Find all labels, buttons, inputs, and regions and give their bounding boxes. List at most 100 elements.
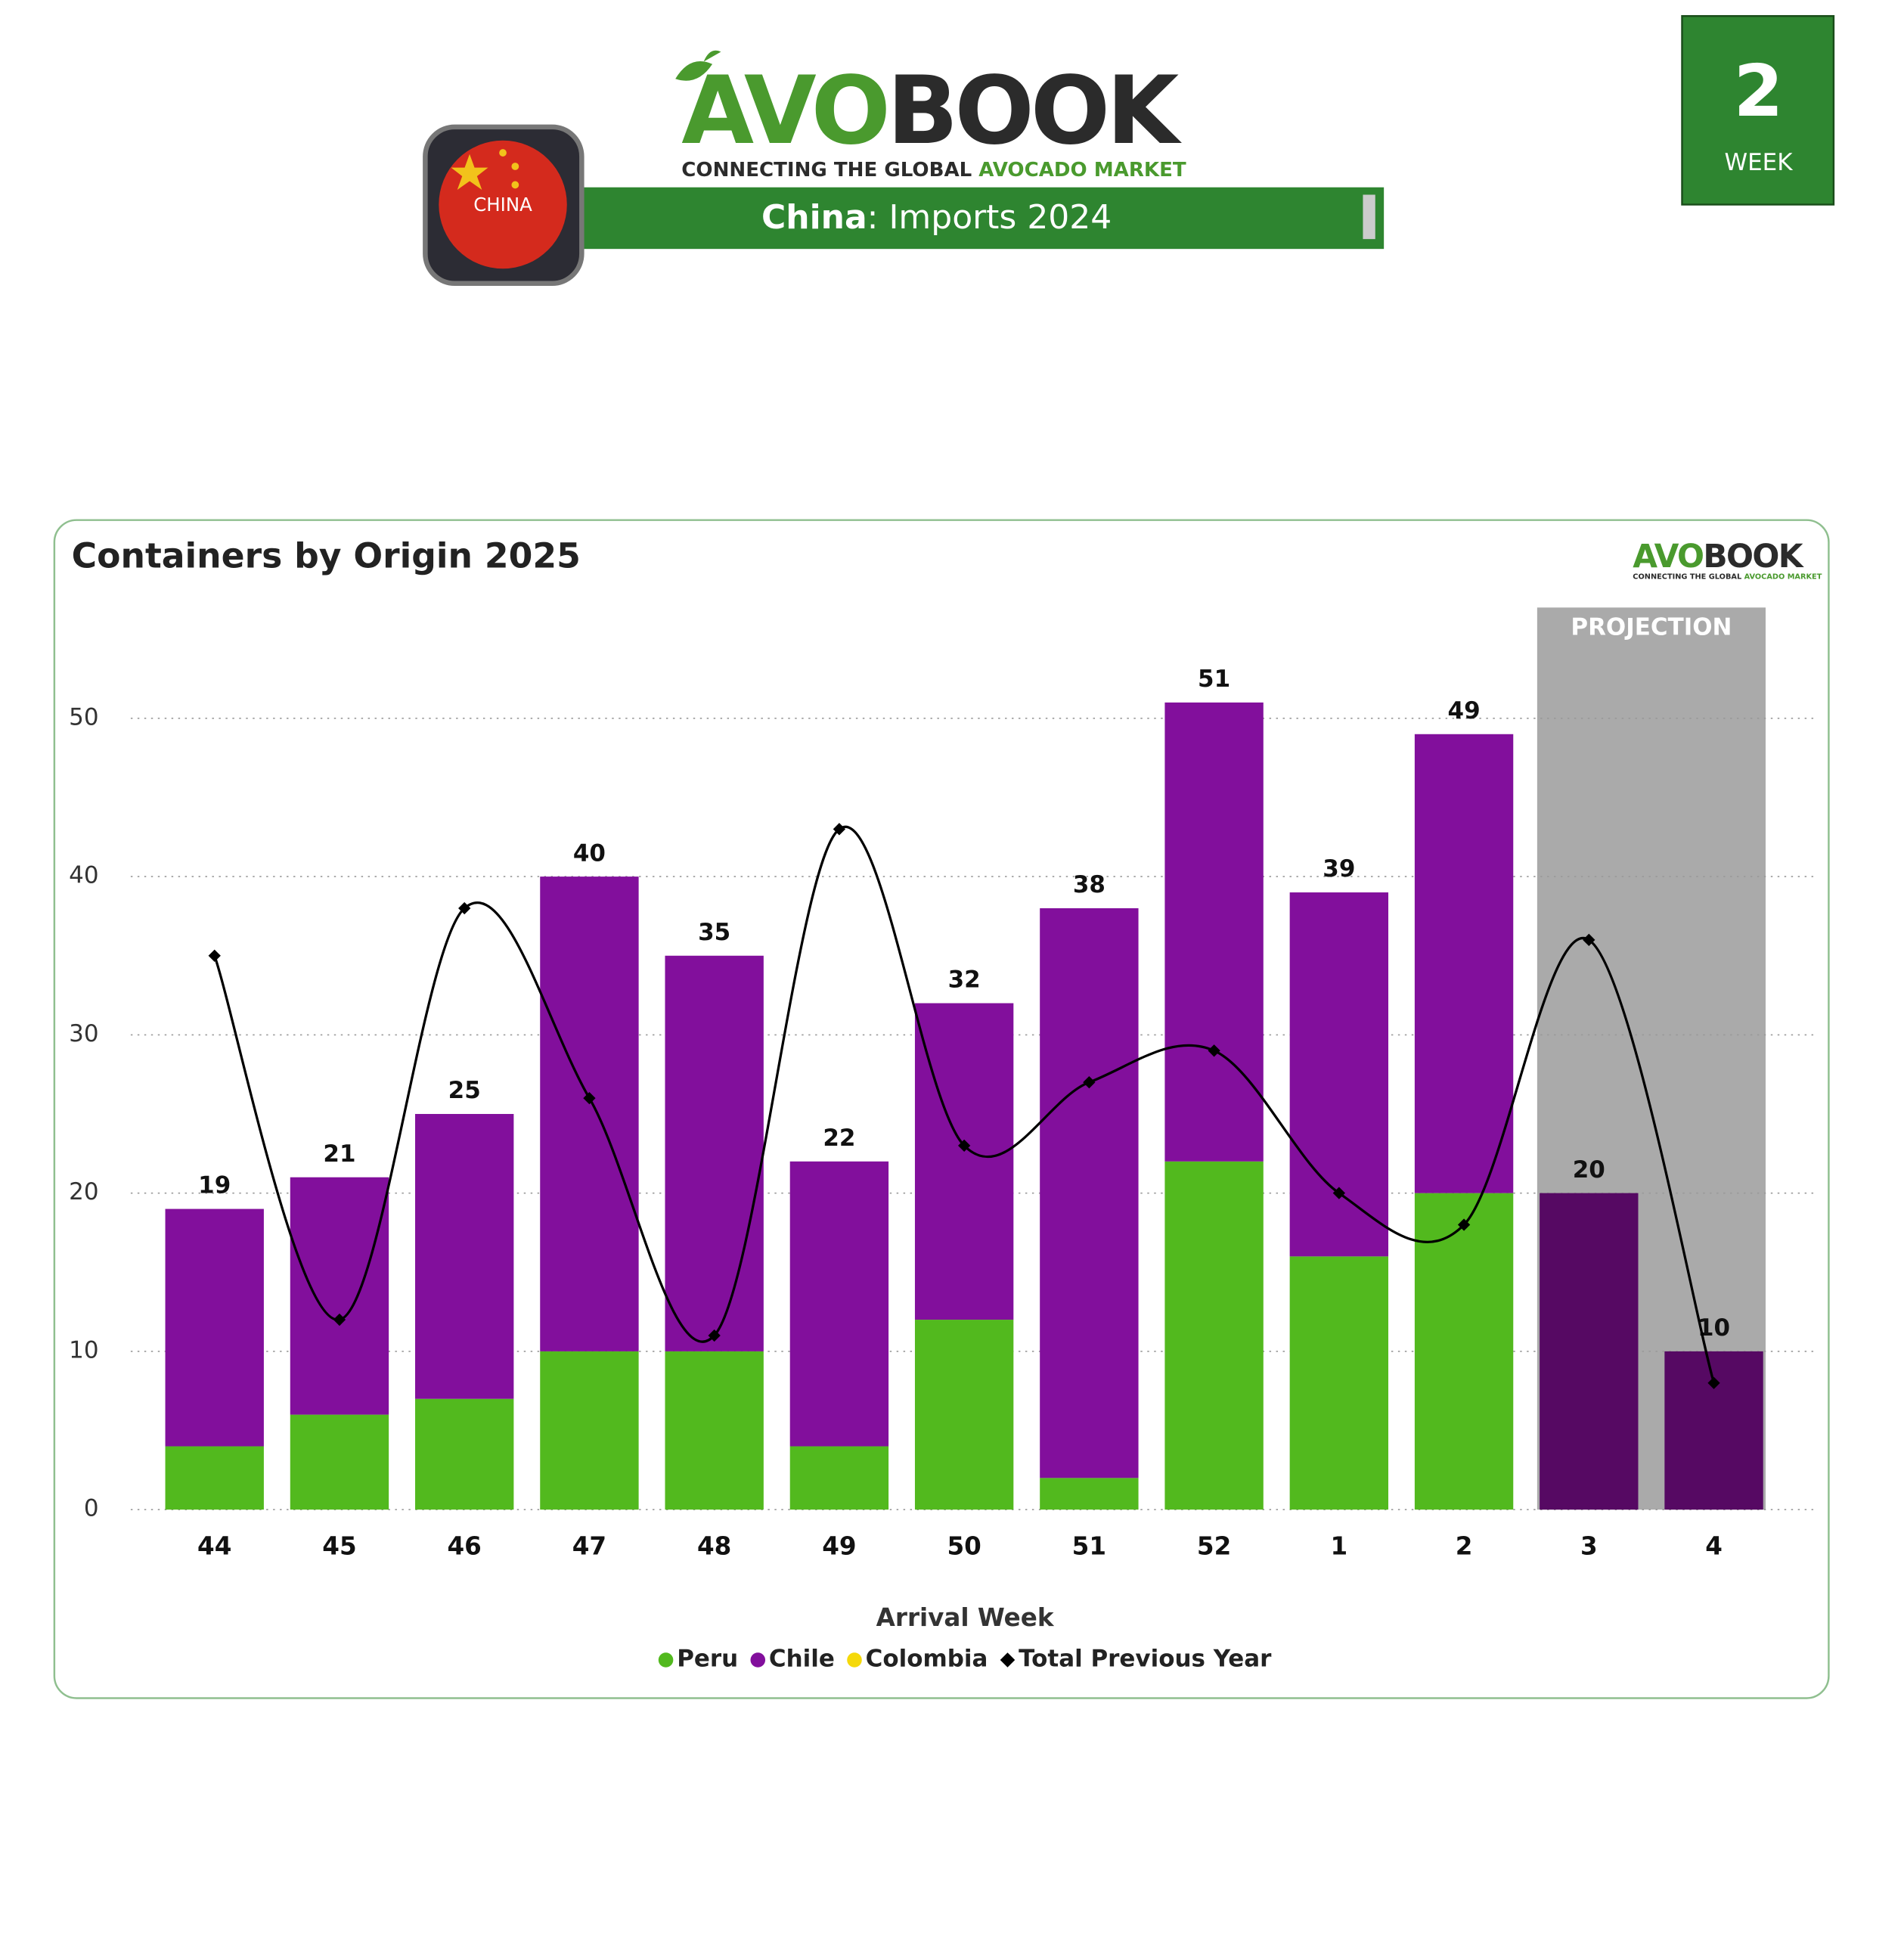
total-label: 21 bbox=[323, 1140, 355, 1168]
legend-label: Total Previous Year bbox=[1019, 1645, 1272, 1672]
legend-symbol bbox=[658, 1652, 674, 1668]
line-marker bbox=[1208, 1044, 1220, 1057]
bar-segment bbox=[1040, 1478, 1139, 1510]
total-label: 22 bbox=[823, 1125, 855, 1152]
bar-segment bbox=[789, 1161, 889, 1447]
y-tick-label: 50 bbox=[69, 703, 98, 731]
bar-segment bbox=[1289, 1256, 1389, 1510]
logo: AVOBOOK bbox=[681, 56, 1182, 165]
bar-segment bbox=[1289, 892, 1389, 1257]
bar-segment bbox=[914, 1003, 1014, 1320]
banner bbox=[503, 187, 1385, 250]
week-box bbox=[1681, 14, 1835, 206]
projection-label: PROJECTION bbox=[1571, 614, 1732, 641]
bar-segment bbox=[290, 1177, 389, 1415]
logo-leaf bbox=[675, 50, 721, 81]
x-tick-label: 51 bbox=[1072, 1532, 1106, 1561]
banner-tab bbox=[1363, 194, 1375, 240]
x-axis-label: Arrival Week bbox=[876, 1603, 1055, 1632]
mini-logo-dark: BOOK bbox=[1703, 538, 1804, 575]
bar-segment bbox=[165, 1208, 264, 1447]
mini-tagline-green: AVOCADO MARKET bbox=[1744, 573, 1822, 582]
mini-tagline-dark: CONNECTING THE GLOBAL bbox=[1633, 573, 1744, 582]
legend-label: Peru bbox=[677, 1645, 738, 1672]
tagline-green: AVOCADO MARKET bbox=[978, 158, 1186, 181]
mini-logo-green: AVO bbox=[1633, 538, 1703, 575]
x-tick-label: 45 bbox=[322, 1532, 356, 1561]
line-marker bbox=[1083, 1076, 1096, 1089]
line-marker bbox=[1332, 1187, 1345, 1199]
tagline: CONNECTING THE GLOBAL AVOCADO MARKET bbox=[681, 158, 1186, 181]
y-tick-label: 30 bbox=[69, 1020, 98, 1047]
banner-rest: : Imports 2024 bbox=[867, 198, 1112, 237]
x-tick-label: 49 bbox=[822, 1532, 856, 1561]
bar-segment bbox=[1164, 1161, 1264, 1510]
week-number: 2 bbox=[1734, 50, 1784, 133]
tagline-dark: CONNECTING THE GLOBAL bbox=[681, 158, 978, 181]
total-label: 35 bbox=[698, 919, 730, 946]
bar-segment bbox=[1414, 1193, 1514, 1510]
bar-segment bbox=[290, 1414, 389, 1510]
bar-segment bbox=[165, 1446, 264, 1510]
flag-label: CHINA bbox=[473, 194, 532, 216]
legend: Peru Chile Colombia Total Previous Year bbox=[658, 1645, 1272, 1672]
line-series bbox=[213, 825, 1716, 1384]
y-tick-label: 10 bbox=[69, 1336, 98, 1364]
week-label: WEEK bbox=[1725, 149, 1794, 176]
flag-star bbox=[451, 154, 488, 190]
x-tick-label: 47 bbox=[572, 1532, 606, 1561]
legend-label: Colombia bbox=[866, 1645, 988, 1672]
x-tick-label: 44 bbox=[197, 1532, 231, 1561]
line-marker bbox=[208, 949, 221, 962]
mini-logo: AVOBOOK bbox=[1633, 538, 1804, 575]
y-tick-label: 40 bbox=[69, 862, 98, 889]
total-label: 40 bbox=[573, 839, 606, 867]
flag-star-small bbox=[511, 163, 519, 170]
line-marker bbox=[583, 1091, 596, 1105]
x-tick-label: 2 bbox=[1456, 1532, 1473, 1561]
line-marker bbox=[458, 901, 471, 915]
bar-segment bbox=[540, 1351, 639, 1510]
total-label: 39 bbox=[1323, 855, 1355, 883]
y-tick-label: 20 bbox=[69, 1178, 98, 1205]
total-label: 38 bbox=[1073, 871, 1105, 898]
bar-segment bbox=[415, 1398, 514, 1510]
legend-symbol bbox=[847, 1652, 862, 1668]
x-tick-label: 52 bbox=[1197, 1532, 1231, 1561]
legend-symbol bbox=[1000, 1652, 1016, 1668]
bar-segment bbox=[415, 1114, 514, 1399]
bar-segment bbox=[1040, 908, 1139, 1478]
bar-segment bbox=[1164, 702, 1264, 1162]
total-label: 51 bbox=[1198, 666, 1230, 693]
bar-segment bbox=[914, 1320, 1014, 1510]
x-tick-label: 46 bbox=[448, 1532, 482, 1561]
flag-star-small bbox=[499, 149, 507, 157]
bar-segment bbox=[665, 955, 764, 1351]
bar-segment bbox=[789, 1446, 889, 1510]
header: AVOBOOK CONNECTING THE GLOBAL AVOCADO MA… bbox=[423, 14, 1835, 287]
x-tick-label: 1 bbox=[1331, 1532, 1348, 1561]
bar-segment bbox=[1664, 1351, 1763, 1510]
line-marker bbox=[957, 1139, 971, 1153]
legend-symbol bbox=[750, 1652, 766, 1668]
banner-bold: China bbox=[761, 198, 867, 237]
total-label: 49 bbox=[1448, 697, 1481, 724]
line-marker bbox=[708, 1329, 721, 1342]
total-label: 32 bbox=[948, 966, 981, 994]
total-label: 19 bbox=[198, 1172, 231, 1199]
bar-segment bbox=[665, 1351, 764, 1510]
x-tick-label: 3 bbox=[1580, 1532, 1598, 1561]
total-label: 20 bbox=[1573, 1156, 1605, 1184]
mini-tagline: CONNECTING THE GLOBAL AVOCADO MARKET bbox=[1633, 573, 1822, 582]
bar-segment bbox=[1540, 1193, 1639, 1510]
bar-segment bbox=[540, 876, 639, 1351]
legend-label: Chile bbox=[769, 1645, 835, 1672]
total-label: 25 bbox=[448, 1077, 481, 1104]
line-marker bbox=[833, 823, 846, 836]
flag-star-small bbox=[511, 181, 519, 189]
logo-green: AVO bbox=[681, 56, 887, 165]
banner-text: China: Imports 2024 bbox=[761, 198, 1112, 237]
x-tick-label: 48 bbox=[697, 1532, 731, 1561]
